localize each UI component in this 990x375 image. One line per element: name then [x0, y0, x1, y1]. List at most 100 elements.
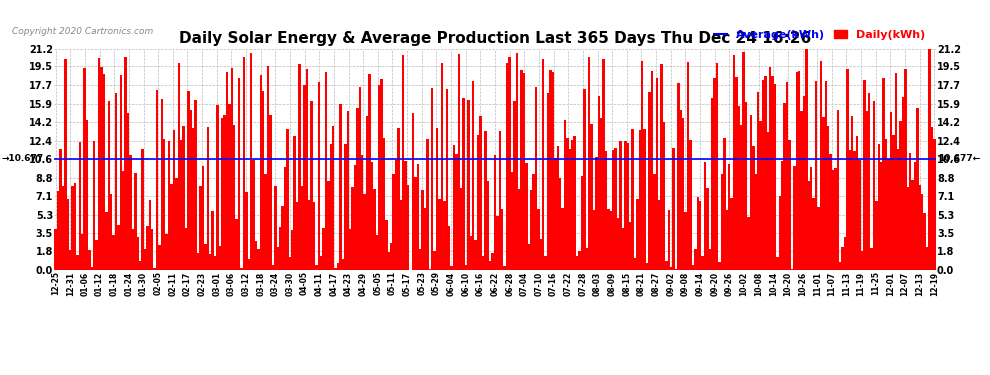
Bar [271, 265, 274, 270]
Bar [127, 112, 130, 270]
Bar [125, 57, 127, 270]
Bar [926, 247, 929, 270]
Bar [296, 202, 298, 270]
Bar [248, 259, 250, 270]
Bar [457, 54, 460, 270]
Bar [788, 140, 791, 270]
Bar [738, 106, 740, 270]
Bar [110, 194, 113, 270]
Bar [113, 235, 115, 270]
Bar [559, 178, 561, 270]
Bar [540, 239, 543, 270]
Bar [837, 110, 839, 270]
Bar [397, 128, 400, 270]
Bar [320, 256, 323, 270]
Bar [342, 259, 345, 270]
Bar [882, 78, 885, 270]
Bar [286, 129, 289, 270]
Bar [301, 186, 303, 270]
Bar [563, 120, 566, 270]
Bar [665, 261, 667, 270]
Bar [172, 129, 175, 270]
Bar [267, 66, 269, 270]
Bar [779, 196, 781, 270]
Bar [653, 174, 655, 270]
Bar [269, 114, 271, 270]
Bar [250, 53, 252, 270]
Bar [335, 268, 337, 270]
Bar [59, 149, 61, 270]
Bar [818, 207, 820, 270]
Bar [405, 161, 407, 270]
Bar [525, 163, 528, 270]
Bar [467, 100, 469, 270]
Bar [870, 248, 873, 270]
Bar [429, 269, 431, 270]
Bar [934, 138, 936, 270]
Bar [798, 71, 800, 270]
Bar [489, 261, 491, 270]
Bar [375, 235, 378, 270]
Bar [276, 248, 279, 270]
Bar [858, 160, 860, 270]
Bar [511, 171, 513, 270]
Bar [740, 125, 742, 270]
Bar [450, 266, 452, 270]
Bar [916, 108, 919, 270]
Bar [617, 218, 620, 270]
Bar [645, 263, 648, 270]
Bar [224, 116, 226, 270]
Bar [257, 249, 259, 270]
Bar [122, 171, 125, 270]
Bar [293, 136, 296, 270]
Bar [472, 81, 474, 270]
Bar [786, 81, 788, 270]
Bar [839, 262, 842, 270]
Bar [274, 186, 276, 270]
Bar [182, 126, 185, 270]
Bar [219, 246, 221, 270]
Bar [634, 258, 637, 270]
Bar [800, 111, 803, 270]
Bar [805, 49, 808, 270]
Bar [868, 93, 870, 270]
Bar [929, 49, 931, 270]
Bar [345, 144, 346, 270]
Bar [91, 267, 93, 270]
Bar [793, 166, 796, 270]
Bar [624, 141, 627, 270]
Bar [856, 136, 858, 270]
Bar [709, 249, 711, 270]
Text: Copyright 2020 Cartronics.com: Copyright 2020 Cartronics.com [12, 27, 153, 36]
Bar [190, 110, 192, 270]
Bar [885, 139, 887, 270]
Bar [103, 74, 105, 270]
Bar [912, 180, 914, 270]
Bar [904, 69, 907, 270]
Bar [348, 229, 351, 270]
Bar [573, 136, 576, 270]
Bar [658, 200, 660, 270]
Bar [98, 58, 100, 270]
Bar [714, 78, 716, 270]
Bar [749, 115, 752, 270]
Bar [650, 71, 653, 270]
Bar [130, 155, 132, 270]
Bar [733, 55, 736, 270]
Bar [117, 225, 120, 270]
Bar [81, 234, 83, 270]
Bar [61, 186, 64, 270]
Bar [776, 257, 779, 270]
Bar [238, 78, 241, 270]
Bar [204, 244, 207, 270]
Bar [744, 102, 747, 270]
Bar [419, 249, 422, 270]
Bar [66, 200, 69, 270]
Bar [902, 97, 904, 270]
Bar [308, 200, 310, 270]
Bar [76, 255, 78, 270]
Bar [598, 96, 600, 270]
Bar [848, 150, 851, 270]
Bar [820, 61, 822, 270]
Bar [134, 173, 137, 270]
